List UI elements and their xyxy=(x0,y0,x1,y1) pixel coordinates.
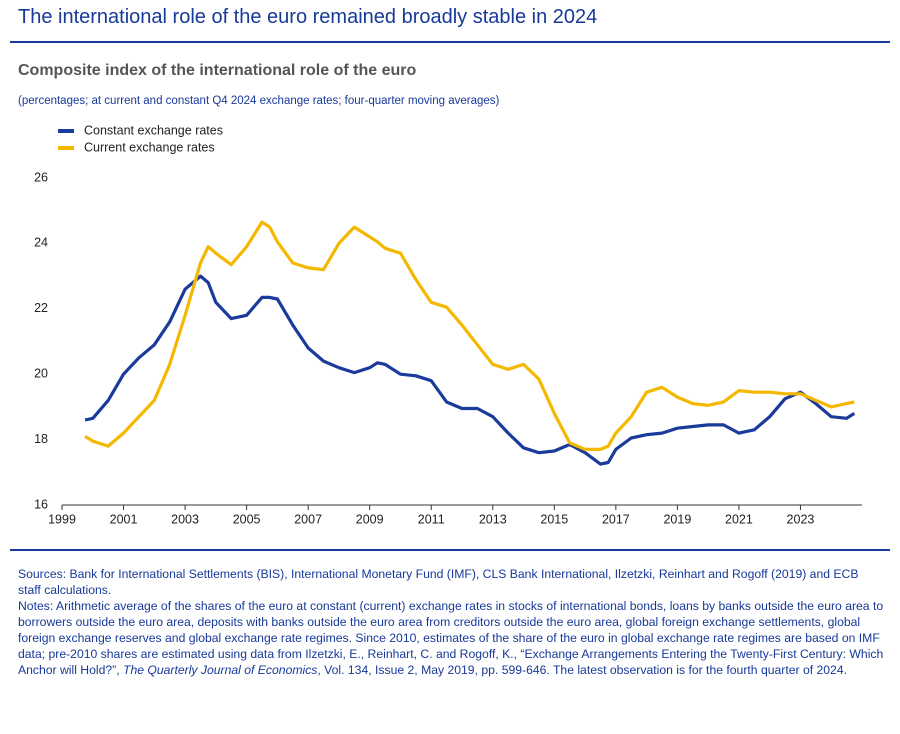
x-tick-label: 2017 xyxy=(602,512,630,526)
y-tick-label: 22 xyxy=(34,301,48,315)
y-tick-label: 18 xyxy=(34,432,48,446)
x-tick-label: 2001 xyxy=(110,512,138,526)
y-tick-label: 26 xyxy=(34,170,48,184)
legend-label: Constant exchange rates xyxy=(84,123,223,137)
chart: Constant exchange rates Current exchange … xyxy=(34,123,862,526)
page-title: The international role of the euro remai… xyxy=(18,6,598,28)
x-tick-label: 2023 xyxy=(787,512,815,526)
y-tick-label: 20 xyxy=(34,366,48,380)
series-line xyxy=(84,220,855,451)
x-tick-label: 2013 xyxy=(479,512,507,526)
journal: The Quarterly Journal of Economics xyxy=(123,663,318,677)
x-tick-label: 2019 xyxy=(663,512,691,526)
chart-title: Composite index of the international rol… xyxy=(18,62,417,79)
footnotes: Sources: Bank for International Settleme… xyxy=(18,566,884,678)
rule xyxy=(10,549,890,551)
series-line xyxy=(84,274,856,466)
sources: Sources: Bank for International Settleme… xyxy=(18,567,859,597)
notes-text: , Vol. 134, Issue 2, May 2019, pp. 599-6… xyxy=(317,663,847,677)
x-tick-label: 2015 xyxy=(540,512,568,526)
x-tick-label: 2007 xyxy=(294,512,322,526)
y-tick-label: 16 xyxy=(34,497,48,511)
x-tick-label: 2021 xyxy=(725,512,753,526)
y-tick-label: 24 xyxy=(34,236,48,250)
legend-label: Current exchange rates xyxy=(84,140,215,154)
x-tick-label: 1999 xyxy=(48,512,76,526)
x-tick-label: 2009 xyxy=(356,512,384,526)
notes-text: Notes: Arithmetic average of the shares … xyxy=(18,599,884,677)
chart-subtitle: (percentages; at current and constant Q4… xyxy=(18,95,500,107)
x-tick-label: 2011 xyxy=(418,512,445,526)
notes: Notes: Arithmetic average of the shares … xyxy=(18,598,884,678)
rule xyxy=(10,41,890,43)
x-tick-label: 2003 xyxy=(171,512,199,526)
x-tick-label: 2005 xyxy=(233,512,261,526)
